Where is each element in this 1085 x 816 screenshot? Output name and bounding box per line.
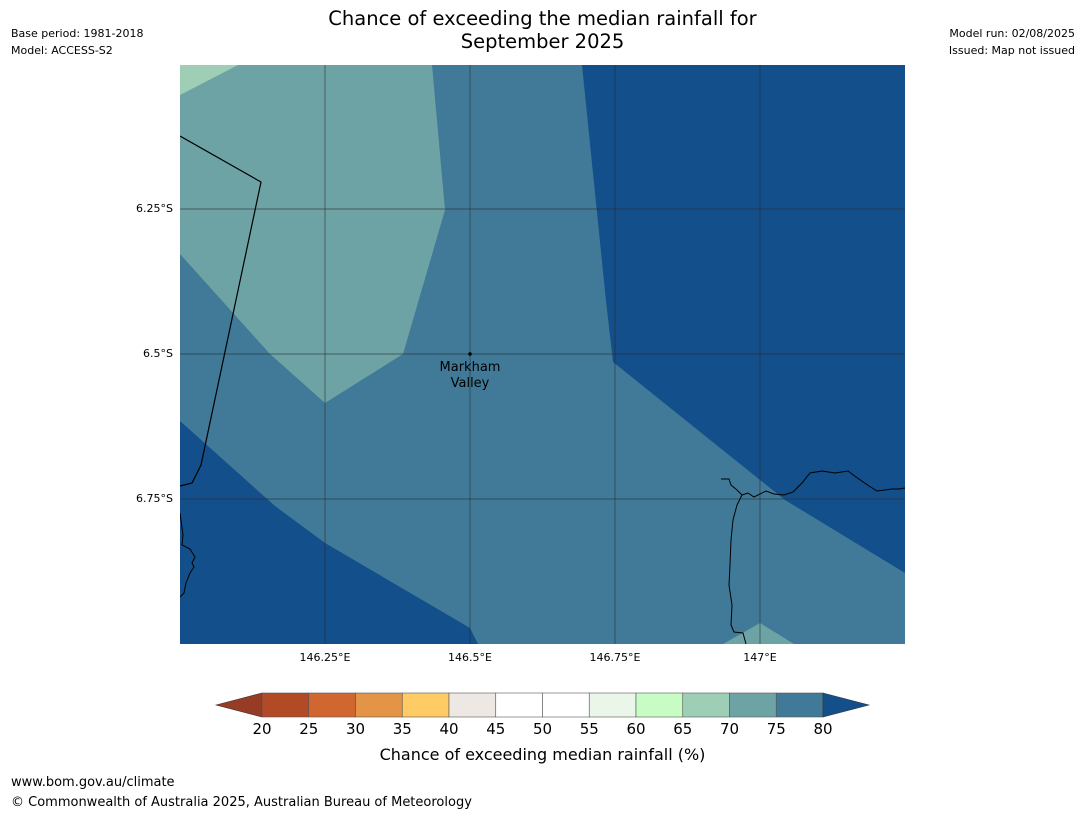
band-70-75-southeast <box>723 623 794 644</box>
colorbar-bin-70-75 <box>729 692 777 718</box>
colorbar-over-arrow <box>822 692 871 718</box>
metadata-right: Model run: 02/08/2025 Issued: Map not is… <box>949 25 1075 59</box>
model-run: Model run: 02/08/2025 <box>949 27 1075 40</box>
base-period: Base period: 1981-2018 <box>11 27 144 40</box>
colorbar-bin-40-45 <box>448 692 497 718</box>
colorbar-title: Chance of exceeding median rainfall (%) <box>379 745 706 764</box>
colorbar-bin-60-65 <box>635 692 684 718</box>
place-label-markham-valley: Markham Valley <box>440 360 501 392</box>
colorbar-tick-75: 75 <box>766 720 786 738</box>
colorbar-tick-35: 35 <box>392 720 412 738</box>
province-boundary <box>180 135 262 487</box>
map-area[interactable] <box>180 65 905 644</box>
coastline-huon-gulf-west <box>728 494 747 644</box>
colorbar-tick-20: 20 <box>252 720 272 738</box>
band-70-75-northwest <box>180 65 445 403</box>
colorbar-tick-30: 30 <box>345 720 366 738</box>
lon-label-146-75e: 146.75°E <box>589 651 641 664</box>
metadata-left: Base period: 1981-2018 Model: ACCESS-S2 <box>11 25 143 59</box>
colorbar-bin-65-70 <box>682 692 730 718</box>
colorbar-tick-25: 25 <box>299 720 319 738</box>
map-title-line2: September 2025 <box>460 30 625 53</box>
colorbar-tick-55: 55 <box>579 720 599 738</box>
lat-label-6-25s: 6.25°S <box>136 202 173 215</box>
map-title: Chance of exceeding the median rainfall … <box>0 7 1085 53</box>
footer-url[interactable]: www.bom.gov.au/climate <box>11 775 175 790</box>
colorbar-bin-50-55 <box>542 692 590 718</box>
colorbar-bin-45-50 <box>495 692 543 718</box>
band-above-80-southwest <box>180 421 478 644</box>
lon-label-147e: 147°E <box>743 651 777 664</box>
colorbar-bins <box>261 692 824 718</box>
map-canvas <box>180 65 905 644</box>
colorbar-tick-80: 80 <box>813 720 833 738</box>
band-65-70-corner <box>180 65 238 95</box>
place-label-line2: Valley <box>450 376 490 391</box>
coastline-huon-gulf-north <box>721 470 905 498</box>
colorbar-bin-25-30 <box>308 692 356 718</box>
map-title-line1: Chance of exceeding the median rainfall … <box>328 7 757 30</box>
colorbar-bin-20-25 <box>261 692 310 718</box>
colorbar-bin-35-40 <box>401 692 450 718</box>
colorbar-tick-70: 70 <box>719 720 740 738</box>
colorbar-bin-75-80 <box>775 692 824 718</box>
colorbar <box>214 692 871 718</box>
footer-copyright: © Commonwealth of Australia 2025, Austra… <box>11 795 472 810</box>
issued-status: Issued: Map not issued <box>948 44 1075 57</box>
colorbar-tick-45: 45 <box>486 720 506 738</box>
place-label-line1: Markham <box>439 360 501 375</box>
place-marker-markham-valley[interactable] <box>468 352 472 356</box>
colorbar-tick-65: 65 <box>673 720 693 738</box>
lat-label-6-5s: 6.5°S <box>143 347 173 360</box>
colorbar-bin-55-60 <box>588 692 637 718</box>
lat-label-6-75s: 6.75°S <box>136 492 173 505</box>
colorbar-under-arrow <box>214 692 263 718</box>
colorbar-tick-60: 60 <box>626 720 646 738</box>
coastline-west <box>180 512 196 598</box>
lon-label-146-5e: 146.5°E <box>448 651 492 664</box>
model-name: Model: ACCESS-S2 <box>11 44 113 57</box>
lon-label-146-25e: 146.25°E <box>299 651 351 664</box>
colorbar-tick-40: 40 <box>439 720 459 738</box>
colorbar-tick-50: 50 <box>532 720 553 738</box>
band-above-80-northeast <box>582 65 905 573</box>
colorbar-bin-30-35 <box>355 692 403 718</box>
